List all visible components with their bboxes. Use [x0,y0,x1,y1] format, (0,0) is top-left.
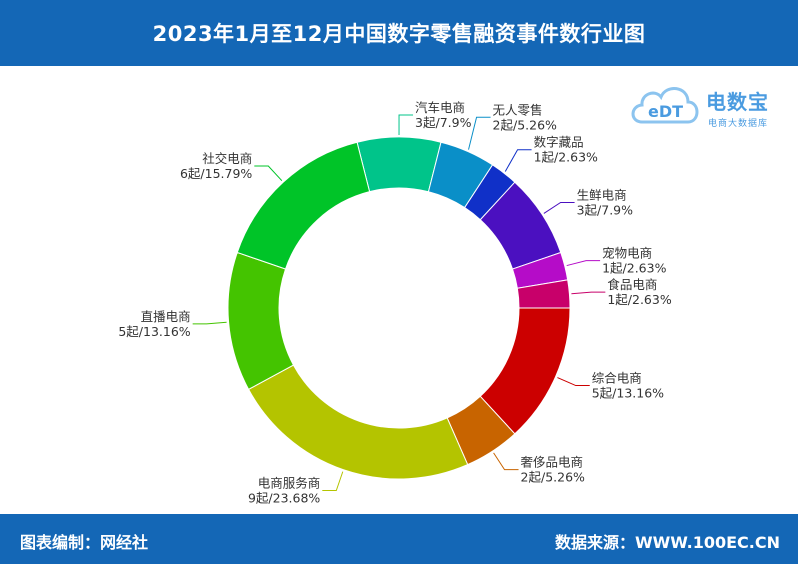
logo-subtitle: 电商大数据库 [708,119,769,129]
slice-value-label: 1起/2.63% [602,261,666,276]
slice-value-label: 3起/7.9% [577,202,634,217]
slice-value-label: 5起/13.16% [592,386,664,401]
slice-name-label: 综合电商 [592,371,642,386]
leader-line-4 [566,260,601,267]
slice-value-label: 9起/23.68% [248,491,320,506]
slice-10 [236,141,371,270]
leader-line-5 [571,291,606,295]
slice-0 [356,136,442,193]
leader-line-2 [504,149,532,172]
slice-name-label: 无人零售 [493,102,543,117]
slice-value-label: 5起/13.16% [118,324,190,339]
slice-value-label: 6起/15.79% [180,166,252,181]
logo-brand: 电数宝 [706,90,769,114]
leader-line-9 [192,321,227,325]
slice-name-label: 电商服务商 [258,476,321,491]
slice-name-label: 直播电商 [141,309,191,324]
slice-value-label: 2起/5.26% [493,117,557,132]
donut-chart: 汽车电商3起/7.9%无人零售2起/5.26%数字藏品1起/2.63%生鲜电商3… [118,100,672,506]
leader-line-6 [557,377,590,387]
slice-name-label: 数字藏品 [534,135,584,150]
leader-line-3 [543,201,575,214]
slice-name-label: 奢侈品电商 [521,455,584,470]
slice-value-label: 2起/5.26% [521,470,585,485]
slice-value-label: 1起/2.63% [607,292,671,307]
slice-name-label: 宠物电商 [602,246,652,261]
chart-title-bar: 2023年1月至12月中国数字零售融资事件数行业图 [0,0,798,66]
slice-8 [247,364,469,480]
leader-line-8 [322,471,344,492]
slice-name-label: 社交电商 [202,151,252,166]
brand-logo: eDT 电数宝 电商大数据库 [628,72,793,136]
footer-bar: 图表编制：网经社 数据来源：WWW.100EC.CN [0,514,798,564]
leader-line-1 [468,116,491,150]
logo-mark-text: eDT [648,102,683,121]
slice-name-label: 汽车电商 [415,100,465,115]
footer-credit: 图表编制：网经社 [20,533,149,552]
slice-value-label: 1起/2.63% [534,150,598,165]
slice-value-label: 3起/7.9% [415,115,472,130]
cloud-icon: eDT [631,87,699,124]
leader-line-10 [254,165,283,182]
slice-name-label: 食品电商 [607,277,657,292]
slice-name-label: 生鲜电商 [577,187,627,202]
leader-line-0 [398,114,414,136]
slice-9 [227,251,295,391]
leader-line-7 [493,452,519,471]
footer-source: 数据来源：WWW.100EC.CN [554,533,780,552]
chart-title: 2023年1月至12月中国数字零售融资事件数行业图 [152,22,646,46]
